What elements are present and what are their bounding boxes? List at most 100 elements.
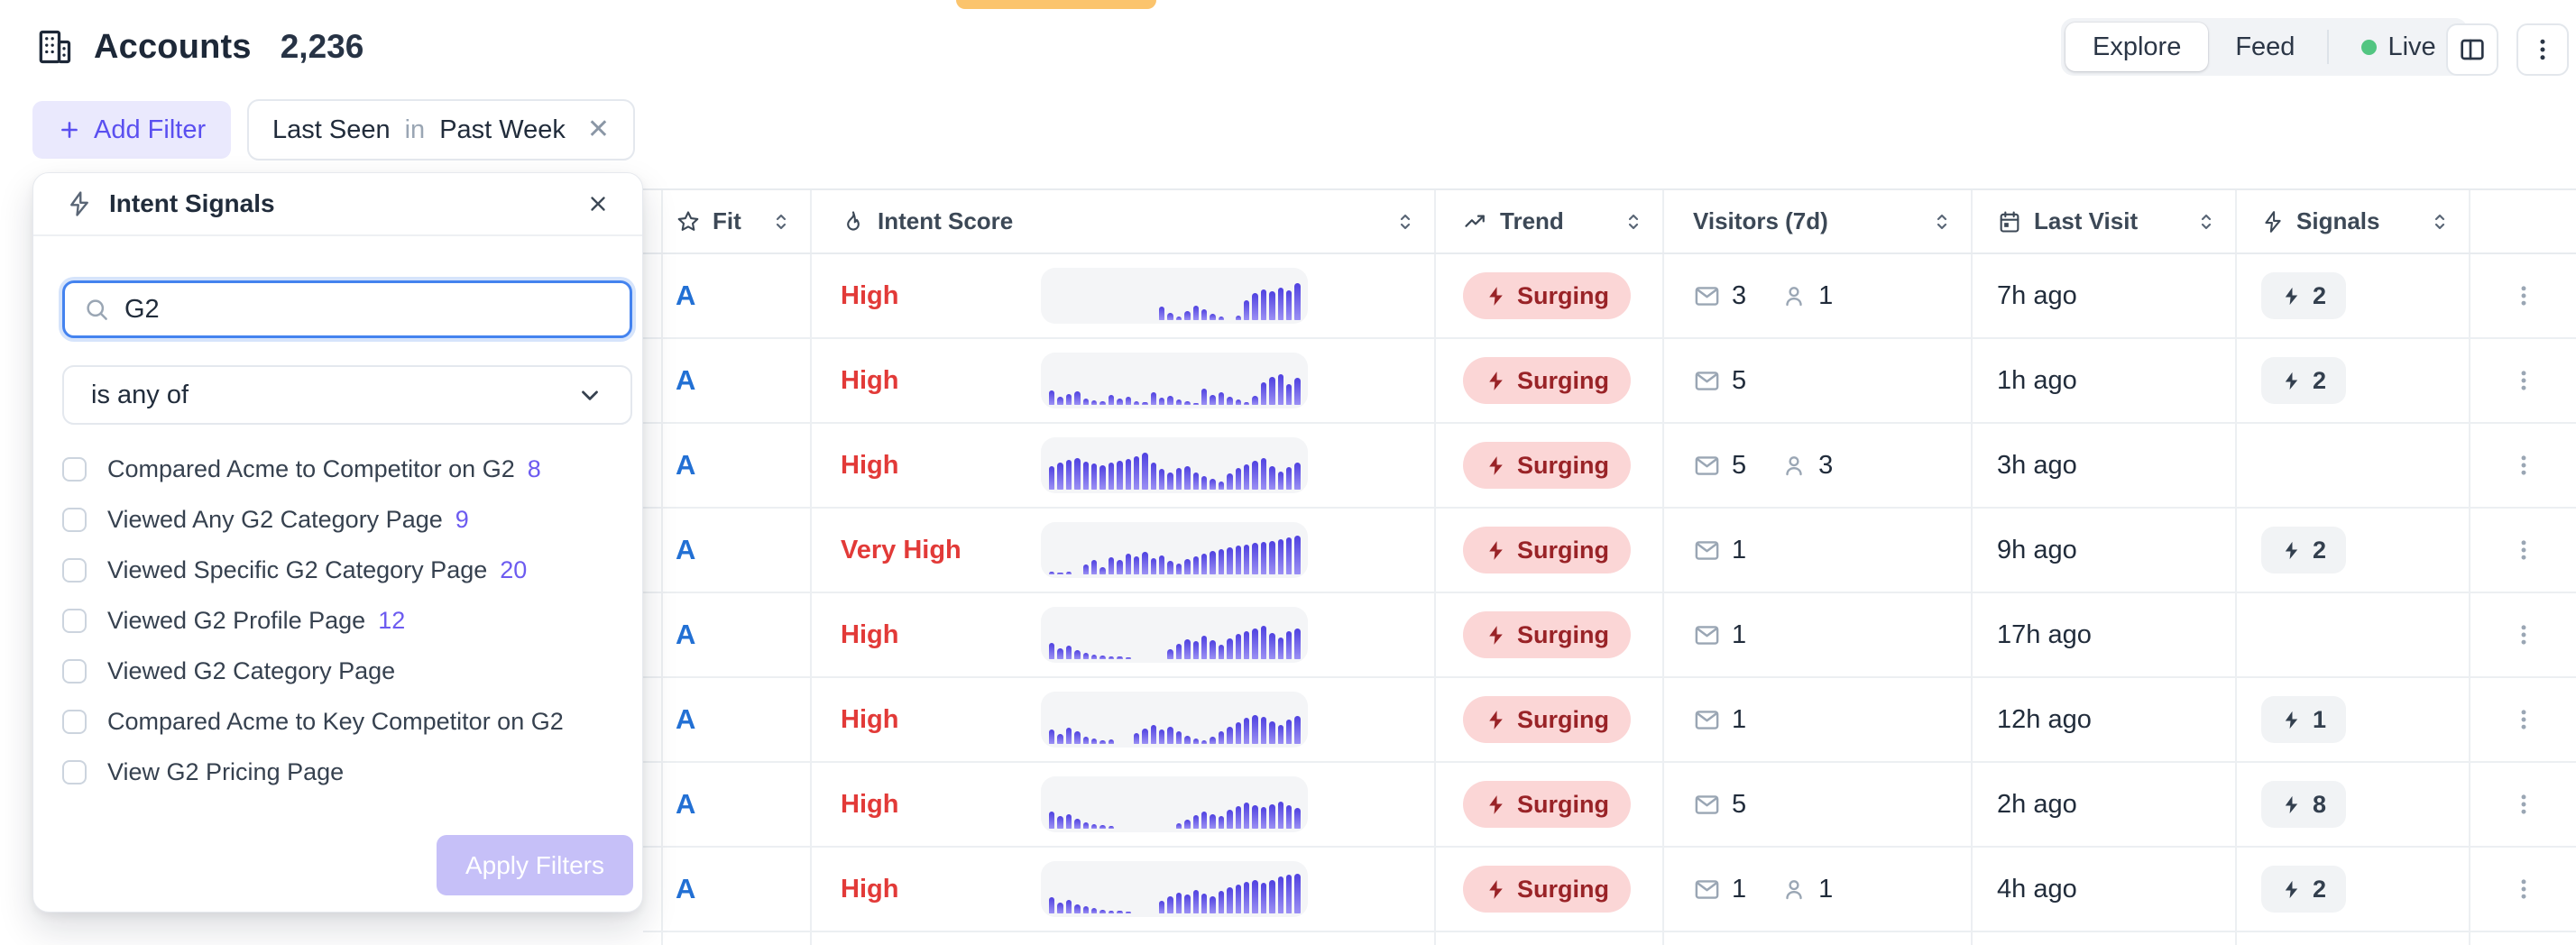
trend-cell: Surging [1434,848,1662,931]
row-actions-cell [2469,509,2576,592]
intent-score-cell: High [810,593,1434,676]
search-input[interactable] [124,294,612,325]
chip-remove-icon[interactable]: ✕ [586,115,611,144]
envelope-icon [1693,706,1721,734]
accounts-table: Fit Intent Score Trend Visitors (7d) [643,188,2576,945]
checkbox[interactable] [62,456,87,482]
fit-cell: A [661,254,810,337]
filter-chip-last-seen[interactable]: Last Seen in Past Week ✕ [247,99,636,161]
option-label: View G2 Pricing Page [107,757,345,785]
close-icon[interactable] [586,192,610,216]
sparkline [1041,522,1308,578]
row-kebab-icon[interactable] [2511,622,2536,647]
column-header-fit[interactable]: Fit [661,190,810,252]
chevron-down-icon [576,381,603,408]
accounts-building-icon [34,27,74,67]
signal-option[interactable]: Compared Acme to Competitor on G2 8 [33,444,642,494]
popover-header: Intent Signals [33,173,642,236]
sort-icon[interactable] [2429,211,2451,233]
sort-icon[interactable] [1394,211,1416,233]
table-row[interactable]: A Very High Surging 1 [643,509,2576,593]
tab-divider [2327,30,2330,64]
column-header-visitors[interactable]: Visitors (7d) [1662,190,1971,252]
row-kebab-icon[interactable] [2511,453,2536,478]
sort-icon[interactable] [1623,211,1644,233]
table-row[interactable]: A High Surging 3 [643,254,2576,339]
checkbox[interactable] [62,608,87,633]
calendar-icon [1997,209,2022,234]
visitors-cell: 5 [1662,763,1971,846]
column-header-trend[interactable]: Trend [1434,190,1662,252]
fit-grade: A [676,449,696,481]
hidden-name-cell [643,254,661,337]
column-header-intent-score[interactable]: Intent Score [810,190,1434,252]
header-more-button[interactable] [2516,23,2569,76]
apply-filters-button[interactable]: Apply Filters [437,835,633,895]
sort-icon[interactable] [2195,211,2217,233]
signal-option[interactable]: View G2 Pricing Page [33,747,642,797]
sort-icon[interactable] [770,211,792,233]
table-row[interactable]: A High Surging 5 [643,424,2576,509]
checkbox[interactable] [62,759,87,784]
plus-icon [58,118,81,142]
bolt-icon [1485,454,1507,477]
visitors-cell: 5 3 [1662,424,1971,507]
signal-option[interactable]: Viewed G2 Profile Page 12 [33,595,642,646]
signals-cell: 2 [2235,339,2469,422]
sort-icon[interactable] [1931,211,1953,233]
option-count: 12 [378,606,406,634]
sparkline [1041,776,1308,832]
checkbox[interactable] [62,557,87,583]
visitors-cell: 1 [1662,593,1971,676]
bolt-icon [2281,794,2302,815]
option-label: Compared Acme to Key Competitor on G2 [107,707,564,735]
bolt-icon [2281,540,2302,561]
signal-option[interactable]: Viewed G2 Category Page [33,646,642,696]
row-kebab-icon[interactable] [2511,283,2536,308]
table-row[interactable]: A High Surging 1 [643,678,2576,763]
signals-cell: 2 [2235,848,2469,931]
signal-option[interactable]: Viewed Any G2 Category Page 9 [33,494,642,545]
operator-select[interactable]: is any of [62,365,632,425]
trend-cell: Surging [1434,763,1662,846]
checkbox[interactable] [62,709,87,734]
visitors-cell: 1 [1662,509,1971,592]
table-row[interactable]: A High Surging 1 [643,593,2576,678]
kebab-icon [2529,36,2556,63]
trend-badge: Surging [1463,442,1631,489]
column-header-signals[interactable]: Signals [2235,190,2469,252]
row-kebab-icon[interactable] [2511,368,2536,393]
column-header-last-visit[interactable]: Last Visit [1971,190,2235,252]
table-row[interactable]: A High Surging 5 [643,339,2576,424]
intent-score-cell: Very High [810,509,1434,592]
trend-cell: Surging [1434,509,1662,592]
table-row[interactable]: A High Surging 1 [643,848,2576,932]
app-header: Accounts 2,236 Explore Feed Live [0,0,2576,90]
fit-grade: A [676,703,696,735]
checkbox[interactable] [62,507,87,532]
trend-cell: Surging [1434,424,1662,507]
email-stat: 5 [1693,451,1746,481]
visitors-cell: 1 [1662,678,1971,761]
fit-cell: A [661,509,810,592]
people-stat: 3 [1780,451,1833,481]
signal-option[interactable]: Viewed Specific G2 Category Page 20 [33,545,642,595]
email-stat: 1 [1693,620,1746,650]
add-filter-button[interactable]: Add Filter [32,101,232,159]
signal-option[interactable]: Compared Acme to Key Competitor on G2 [33,696,642,747]
page-title: Accounts [94,27,252,66]
signals-cell [2235,593,2469,676]
table-row[interactable]: A High Surging 5 [643,763,2576,848]
chip-field: Last Seen [272,115,391,144]
row-kebab-icon[interactable] [2511,876,2536,902]
row-kebab-icon[interactable] [2511,792,2536,817]
fit-grade: A [676,280,696,311]
row-kebab-icon[interactable] [2511,537,2536,563]
tab-explore[interactable]: Explore [2065,23,2209,71]
email-stat: 5 [1693,366,1746,396]
tab-feed[interactable]: Feed [2235,32,2295,61]
checkbox[interactable] [62,658,87,684]
split-panel-button[interactable] [2446,23,2498,76]
tab-live[interactable]: Live [2334,23,2462,71]
row-kebab-icon[interactable] [2511,707,2536,732]
